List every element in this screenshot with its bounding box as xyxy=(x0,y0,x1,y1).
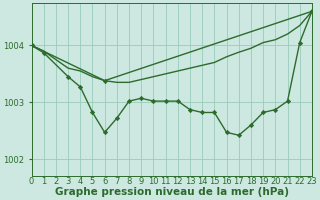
X-axis label: Graphe pression niveau de la mer (hPa): Graphe pression niveau de la mer (hPa) xyxy=(55,187,289,197)
